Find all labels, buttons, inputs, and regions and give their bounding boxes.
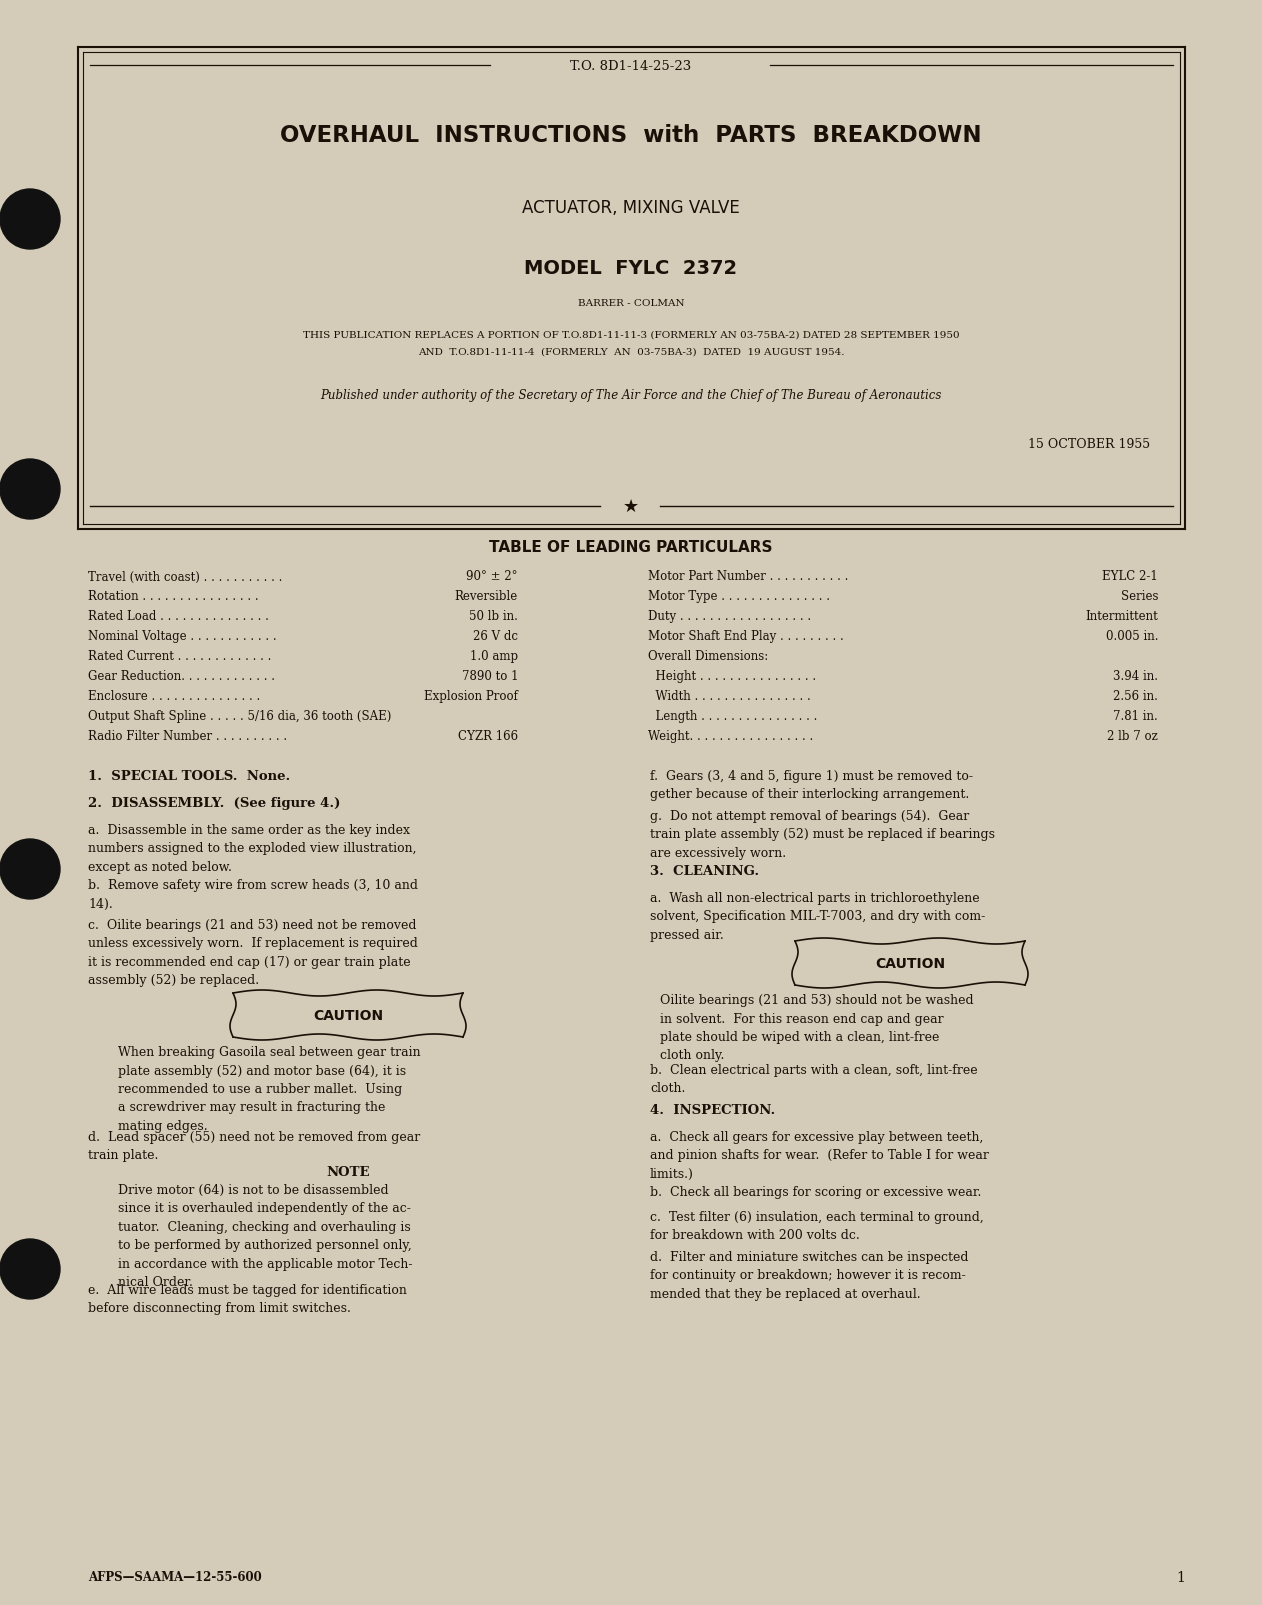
Text: Oilite bearings (21 and 53) should not be washed
in solvent.  For this reason en: Oilite bearings (21 and 53) should not b… [660, 993, 973, 1063]
Text: 50 lb in.: 50 lb in. [469, 610, 517, 623]
Text: Rated Load . . . . . . . . . . . . . . .: Rated Load . . . . . . . . . . . . . . . [88, 610, 269, 623]
Text: d.  Filter and miniature switches can be inspected
for continuity or breakdown; : d. Filter and miniature switches can be … [650, 1250, 968, 1300]
Text: 90° ± 2°: 90° ± 2° [467, 570, 517, 583]
Text: Length . . . . . . . . . . . . . . . .: Length . . . . . . . . . . . . . . . . [647, 709, 818, 722]
Text: 3.  CLEANING.: 3. CLEANING. [650, 865, 760, 878]
Text: Overall Dimensions:: Overall Dimensions: [647, 650, 769, 663]
Circle shape [0, 189, 61, 250]
Text: CAUTION: CAUTION [875, 957, 945, 971]
Text: Width . . . . . . . . . . . . . . . .: Width . . . . . . . . . . . . . . . . [647, 690, 810, 703]
Text: Explosion Proof: Explosion Proof [424, 690, 517, 703]
Text: Weight. . . . . . . . . . . . . . . . .: Weight. . . . . . . . . . . . . . . . . [647, 730, 813, 743]
Text: b.  Check all bearings for scoring or excessive wear.: b. Check all bearings for scoring or exc… [650, 1184, 982, 1199]
Text: 3.94 in.: 3.94 in. [1113, 669, 1159, 684]
Text: Nominal Voltage . . . . . . . . . . . .: Nominal Voltage . . . . . . . . . . . . [88, 631, 276, 644]
Text: Gear Reduction. . . . . . . . . . . . .: Gear Reduction. . . . . . . . . . . . . [88, 669, 275, 684]
Text: Reversible: Reversible [454, 591, 517, 603]
Text: 4.  INSPECTION.: 4. INSPECTION. [650, 1103, 775, 1117]
Text: When breaking Gasoila seal between gear train
plate assembly (52) and motor base: When breaking Gasoila seal between gear … [119, 1045, 420, 1132]
Text: ACTUATOR, MIXING VALVE: ACTUATOR, MIXING VALVE [522, 199, 740, 217]
Text: a.  Wash all non-electrical parts in trichloroethylene
solvent, Specification MI: a. Wash all non-electrical parts in tric… [650, 891, 986, 942]
Text: Travel (with coast) . . . . . . . . . . .: Travel (with coast) . . . . . . . . . . … [88, 570, 283, 583]
Text: EYLC 2-1: EYLC 2-1 [1102, 570, 1159, 583]
Text: b.  Remove safety wire from screw heads (3, 10 and
14).: b. Remove safety wire from screw heads (… [88, 878, 418, 910]
Text: Enclosure . . . . . . . . . . . . . . .: Enclosure . . . . . . . . . . . . . . . [88, 690, 260, 703]
Text: Published under authority of the Secretary of The Air Force and the Chief of The: Published under authority of the Secreta… [321, 388, 941, 401]
Text: Output Shaft Spline . . . . . 5/16 dia, 36 tooth (SAE): Output Shaft Spline . . . . . 5/16 dia, … [88, 709, 391, 722]
Text: Motor Part Number . . . . . . . . . . .: Motor Part Number . . . . . . . . . . . [647, 570, 848, 583]
Text: Height . . . . . . . . . . . . . . . .: Height . . . . . . . . . . . . . . . . [647, 669, 817, 684]
Text: THIS PUBLICATION REPLACES A PORTION OF T.O.8D1-11-11-3 (FORMERLY AN 03-75BA-2) D: THIS PUBLICATION REPLACES A PORTION OF T… [303, 331, 959, 339]
Text: Radio Filter Number . . . . . . . . . .: Radio Filter Number . . . . . . . . . . [88, 730, 288, 743]
Text: CAUTION: CAUTION [313, 1008, 384, 1022]
Text: a.  Check all gears for excessive play between teeth,
and pinion shafts for wear: a. Check all gears for excessive play be… [650, 1130, 989, 1180]
Text: Rated Current . . . . . . . . . . . . .: Rated Current . . . . . . . . . . . . . [88, 650, 271, 663]
Text: e.  All wire leads must be tagged for identification
before disconnecting from l: e. All wire leads must be tagged for ide… [88, 1284, 406, 1314]
Text: AFPS—SAAMA—12-55-600: AFPS—SAAMA—12-55-600 [88, 1571, 261, 1584]
Text: a.  Disassemble in the same order as the key index
numbers assigned to the explo: a. Disassemble in the same order as the … [88, 823, 416, 873]
Text: g.  Do not attempt removal of bearings (54).  Gear
train plate assembly (52) mus: g. Do not attempt removal of bearings (5… [650, 809, 994, 859]
Text: 1.  SPECIAL TOOLS.  None.: 1. SPECIAL TOOLS. None. [88, 769, 290, 783]
Text: 2.56 in.: 2.56 in. [1113, 690, 1159, 703]
Text: f.  Gears (3, 4 and 5, figure 1) must be removed to-
gether because of their int: f. Gears (3, 4 and 5, figure 1) must be … [650, 769, 973, 801]
Text: 26 V dc: 26 V dc [473, 631, 517, 644]
Text: Series: Series [1121, 591, 1159, 603]
Text: c.  Oilite bearings (21 and 53) need not be removed
unless excessively worn.  If: c. Oilite bearings (21 and 53) need not … [88, 918, 418, 987]
Circle shape [0, 459, 61, 520]
Text: BARRER - COLMAN: BARRER - COLMAN [578, 299, 684, 307]
Text: Motor Type . . . . . . . . . . . . . . .: Motor Type . . . . . . . . . . . . . . . [647, 591, 830, 603]
Text: Intermittent: Intermittent [1085, 610, 1159, 623]
Text: Motor Shaft End Play . . . . . . . . .: Motor Shaft End Play . . . . . . . . . [647, 631, 844, 644]
Text: TABLE OF LEADING PARTICULARS: TABLE OF LEADING PARTICULARS [490, 541, 772, 555]
Text: 1: 1 [1176, 1570, 1185, 1584]
Text: Rotation . . . . . . . . . . . . . . . .: Rotation . . . . . . . . . . . . . . . . [88, 591, 259, 603]
Text: 1.0 amp: 1.0 amp [469, 650, 517, 663]
Text: MODEL  FYLC  2372: MODEL FYLC 2372 [525, 258, 737, 278]
Text: 7890 to 1: 7890 to 1 [462, 669, 517, 684]
Text: CYZR 166: CYZR 166 [458, 730, 517, 743]
Text: c.  Test filter (6) insulation, each terminal to ground,
for breakdown with 200 : c. Test filter (6) insulation, each term… [650, 1210, 984, 1242]
Circle shape [0, 839, 61, 899]
Text: 0.005 in.: 0.005 in. [1106, 631, 1159, 644]
Text: 7.81 in.: 7.81 in. [1113, 709, 1159, 722]
Text: NOTE: NOTE [327, 1165, 370, 1178]
Text: Drive motor (64) is not to be disassembled
since it is overhauled independently : Drive motor (64) is not to be disassembl… [119, 1183, 413, 1289]
Text: Duty . . . . . . . . . . . . . . . . . .: Duty . . . . . . . . . . . . . . . . . . [647, 610, 811, 623]
Text: AND  T.O.8D1-11-11-4  (FORMERLY  AN  03-75BA-3)  DATED  19 AUGUST 1954.: AND T.O.8D1-11-11-4 (FORMERLY AN 03-75BA… [418, 347, 844, 356]
Text: 2 lb 7 oz: 2 lb 7 oz [1107, 730, 1159, 743]
Text: 15 OCTOBER 1955: 15 OCTOBER 1955 [1027, 438, 1150, 451]
Text: T.O. 8D1-14-25-23: T.O. 8D1-14-25-23 [570, 59, 692, 72]
Text: 2.  DISASSEMBLY.  (See figure 4.): 2. DISASSEMBLY. (See figure 4.) [88, 796, 341, 809]
Circle shape [0, 1239, 61, 1298]
Text: d.  Lead spacer (55) need not be removed from gear
train plate.: d. Lead spacer (55) need not be removed … [88, 1130, 420, 1162]
Text: ★: ★ [623, 498, 639, 515]
Text: OVERHAUL  INSTRUCTIONS  with  PARTS  BREAKDOWN: OVERHAUL INSTRUCTIONS with PARTS BREAKDO… [280, 124, 982, 146]
Text: b.  Clean electrical parts with a clean, soft, lint-free
cloth.: b. Clean electrical parts with a clean, … [650, 1064, 978, 1095]
